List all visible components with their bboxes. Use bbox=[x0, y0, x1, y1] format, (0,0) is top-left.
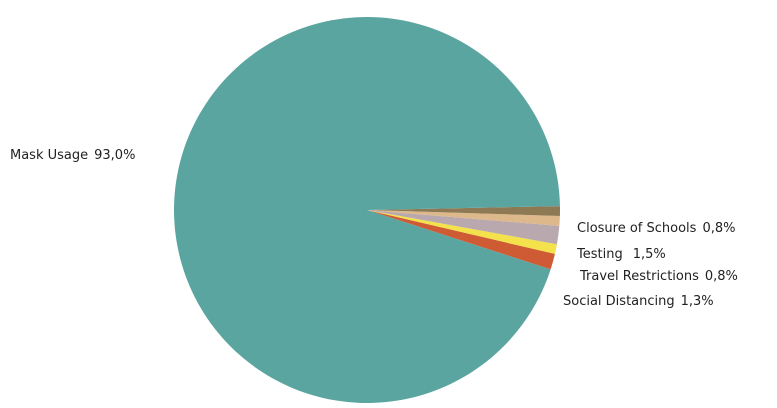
pie-slice-social-distancing bbox=[367, 210, 555, 270]
slice-label-testing: Testing 1,5% bbox=[576, 247, 666, 262]
pie-slice-closure-of-schools bbox=[367, 210, 560, 226]
slice-label-closure-of-schools: Closure of Schools 0,8% bbox=[577, 221, 735, 236]
pie-slice-travel-restrictions bbox=[367, 210, 557, 254]
pie-slice-mask-usage bbox=[173, 16, 560, 403]
slice-label-social-distancing: Social Distancing 1,3% bbox=[563, 294, 714, 309]
slice-label-travel-restrictions: Travel Restrictions 0,8% bbox=[579, 269, 738, 284]
pie-slice-unlabeled bbox=[367, 206, 561, 217]
slice-label-mask-usage: Mask Usage 93,0% bbox=[10, 148, 135, 163]
pie-slices bbox=[173, 16, 561, 403]
pie-slice-testing bbox=[367, 210, 560, 245]
